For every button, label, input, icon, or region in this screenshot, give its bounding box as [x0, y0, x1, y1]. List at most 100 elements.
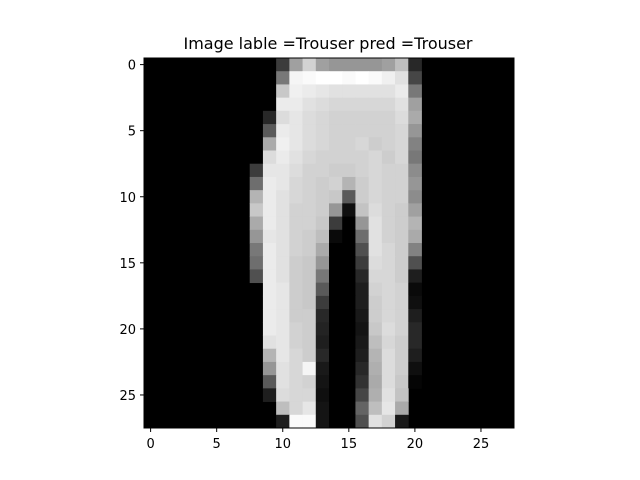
image-pixels [144, 58, 514, 429]
image-pixel [381, 282, 396, 297]
image-pixel [342, 58, 356, 72]
image-pixel [315, 348, 330, 363]
image-pixel [276, 216, 290, 231]
image-pixel [302, 282, 317, 297]
image-pixel [408, 176, 422, 191]
image-pixel [368, 203, 383, 217]
y-tick-label: 20 [119, 323, 136, 338]
image-pixel [302, 335, 317, 350]
image-pixel [302, 97, 317, 112]
image-pixel [329, 203, 343, 217]
image-pixel [355, 309, 370, 323]
image-pixel [395, 401, 409, 416]
image-pixel [289, 84, 303, 99]
image-pixel [342, 348, 356, 363]
image-pixel [395, 388, 409, 402]
image-pixel [329, 361, 343, 376]
image-pixel [329, 414, 343, 429]
image-pixel [342, 401, 356, 416]
image-pixel [315, 110, 330, 125]
chart-title: Image lable =Trouser pred =Trouser [183, 34, 472, 53]
image-pixel [315, 137, 330, 151]
image-pixel [329, 375, 343, 389]
image-pixel [315, 124, 330, 138]
image-pixel [302, 256, 317, 270]
image-pixel [355, 137, 370, 151]
image-pixel [395, 176, 409, 191]
image-pixel [262, 335, 277, 350]
image-pixel [395, 361, 409, 376]
image-pixel [381, 269, 396, 284]
image-pixel [381, 388, 396, 402]
image-pixel [408, 282, 422, 297]
image-pixel [315, 295, 330, 310]
image-pixel [262, 190, 277, 204]
image-pixel [302, 84, 317, 99]
image-pixel [289, 388, 303, 402]
image-pixel [302, 71, 317, 85]
image-pixel [302, 58, 317, 72]
y-tick-label: 5 [128, 125, 136, 140]
image-pixel [289, 124, 303, 138]
image-pixel [381, 110, 396, 125]
y-tick-label: 15 [119, 257, 136, 272]
image-pixel [408, 309, 422, 323]
y-tick-label: 0 [128, 59, 136, 74]
image-pixel [355, 256, 370, 270]
image-pixel [329, 348, 343, 363]
image-pixel [381, 414, 396, 429]
image-pixel [315, 84, 330, 99]
x-tick-label: 20 [407, 437, 424, 452]
image-pixel [289, 243, 303, 257]
image-pixel [355, 58, 370, 72]
image-pixel [368, 322, 383, 336]
image-pixel [249, 176, 264, 191]
image-pixel [381, 335, 396, 350]
image-pixel [276, 163, 290, 178]
image-pixel [408, 71, 422, 85]
image-pixel [302, 163, 317, 178]
image-pixel [276, 309, 290, 323]
image-pixel [368, 137, 383, 151]
image-pixel [381, 71, 396, 85]
image-pixel [355, 163, 370, 178]
image-pixel [368, 216, 383, 231]
image-pixel [302, 150, 317, 165]
image-pixel [368, 414, 383, 429]
image-pixel [368, 58, 383, 72]
image-pixel [289, 309, 303, 323]
image-pixel [329, 176, 343, 191]
image-pixel [381, 243, 396, 257]
image-pixel [276, 124, 290, 138]
image-pixel [289, 322, 303, 336]
image-pixel [329, 150, 343, 165]
image-pixel [342, 295, 356, 310]
image-pixel [302, 124, 317, 138]
image-pixel [329, 137, 343, 151]
image-pixel [276, 361, 290, 376]
image-pixel [249, 203, 264, 217]
image-pixel [408, 203, 422, 217]
image-pixel [315, 229, 330, 244]
image-pixel [355, 71, 370, 85]
image-pixel [302, 295, 317, 310]
image-pixel [302, 348, 317, 363]
image-pixel [289, 150, 303, 165]
image-pixel [381, 256, 396, 270]
image-pixel [408, 163, 422, 178]
x-tick-label: 0 [146, 437, 154, 452]
image-pixel [355, 295, 370, 310]
image-pixel [368, 295, 383, 310]
image-pixel [368, 243, 383, 257]
image-pixel [355, 84, 370, 99]
image-pixel [262, 361, 277, 376]
image-pixel [276, 71, 290, 85]
image-pixel [395, 375, 409, 389]
image-pixel [302, 243, 317, 257]
image-pixel [276, 282, 290, 297]
image-pixel [329, 110, 343, 125]
image-pixel [276, 190, 290, 204]
image-pixel [395, 216, 409, 231]
image-pixel [381, 361, 396, 376]
image-pixel [276, 97, 290, 112]
